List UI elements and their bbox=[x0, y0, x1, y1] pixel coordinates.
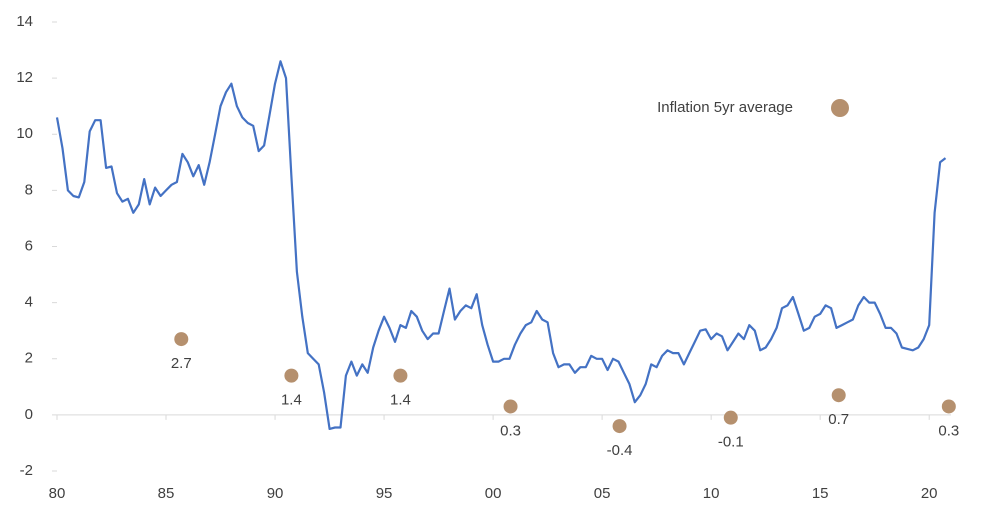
x-tick-label: 05 bbox=[594, 485, 611, 502]
data-point bbox=[941, 399, 956, 414]
x-tick-label: 15 bbox=[812, 485, 829, 502]
data-point bbox=[723, 410, 738, 425]
x-tick-label: 95 bbox=[376, 485, 393, 502]
data-point bbox=[831, 388, 846, 403]
x-tick-label: 20 bbox=[921, 485, 938, 502]
data-point bbox=[612, 419, 627, 434]
x-tick-label: 00 bbox=[485, 485, 502, 502]
legend-label: Inflation 5yr average bbox=[657, 99, 793, 116]
y-tick-label: 12 bbox=[16, 69, 33, 86]
y-tick-label: 8 bbox=[25, 181, 33, 198]
y-tick-label: 2 bbox=[25, 350, 33, 367]
data-label: 0.7 bbox=[828, 411, 849, 428]
data-label: 0.3 bbox=[500, 422, 521, 439]
y-tick-label: -2 bbox=[20, 462, 33, 479]
x-tick-label: 85 bbox=[158, 485, 175, 502]
data-point bbox=[393, 368, 408, 383]
data-label: 0.3 bbox=[938, 422, 959, 439]
data-point bbox=[284, 368, 299, 383]
y-tick-label: 0 bbox=[25, 406, 33, 423]
y-tick-label: 14 bbox=[16, 13, 33, 30]
y-tick-label: 10 bbox=[16, 125, 33, 142]
data-line bbox=[55, 60, 947, 430]
data-label: -0.1 bbox=[718, 434, 744, 451]
data-label: 1.4 bbox=[281, 392, 302, 409]
data-label: -0.4 bbox=[607, 442, 633, 459]
x-tick-label: 90 bbox=[267, 485, 284, 502]
x-tick-label: 80 bbox=[49, 485, 66, 502]
x-tick-label: 10 bbox=[703, 485, 720, 502]
data-point bbox=[174, 332, 189, 347]
data-label: 1.4 bbox=[390, 392, 411, 409]
data-label: 2.7 bbox=[171, 355, 192, 372]
y-tick-label: 4 bbox=[25, 294, 33, 311]
data-point bbox=[503, 399, 518, 414]
legend-marker bbox=[831, 99, 849, 117]
y-tick-label: 6 bbox=[25, 237, 33, 254]
